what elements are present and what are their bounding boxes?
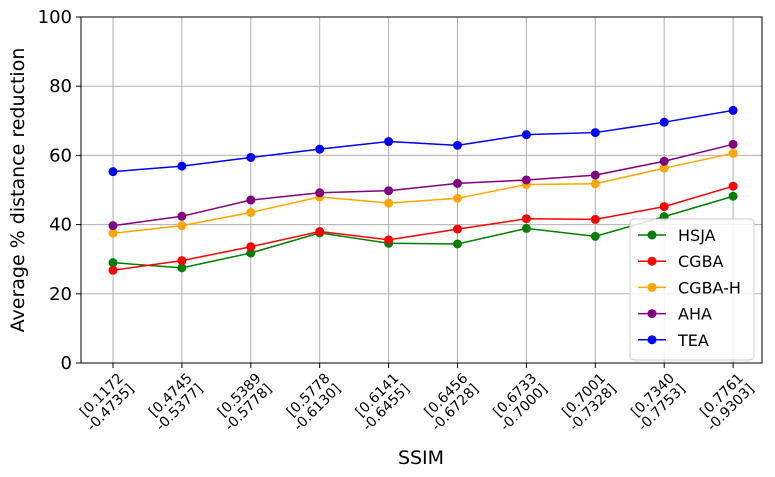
data-point [177,263,187,273]
data-point [590,170,600,180]
data-point [590,128,600,138]
x-axis: [0.1172-0.4735] [0.4745-0.5377] [0.5389-0.… [73,363,758,435]
data-point [177,161,187,171]
data-point [521,223,531,233]
x-tick-label: [0.4745-0.5377] [142,371,206,435]
x-tick-label: [0.7001-0.7328] [556,371,620,435]
data-point [108,265,118,275]
data-point [590,214,600,224]
data-point [453,224,462,234]
legend-item-cgba: CGBA [638,252,724,271]
x-axis-label: SSIM [398,447,444,469]
legend-label: HSJA [678,226,716,245]
data-point [521,214,531,224]
y-tick-label: 20 [49,284,72,305]
legend-label: AHA [678,305,712,324]
data-point [384,137,394,147]
legend-item-hsja: HSJA [638,226,716,245]
data-point [315,227,325,237]
series-layer [108,105,738,275]
data-point [521,130,531,140]
y-tick-label: 40 [49,215,72,236]
plot-frame [80,16,763,364]
legend-marker [647,230,657,240]
data-point [453,239,462,249]
legend-box [629,218,755,361]
legend-marker [647,282,657,292]
legend-marker [647,256,657,266]
data-point [384,198,394,208]
data-point [246,242,256,252]
data-point [315,144,325,154]
data-point [659,117,669,127]
legend: HSJA CGBA CGBA-H AHA TEA [629,218,755,361]
x-tick-label: [0.5389-0.5778] [211,371,275,435]
series-tea [108,105,738,177]
x-tick-label: [0.6733-0.7000] [487,371,551,435]
x-tick-label: [0.6141-0.6455] [349,371,413,435]
x-tick-label: [0.6456-0.6728] [418,370,482,434]
data-point [177,256,187,266]
x-tick-label: [0.5778-0.6130] [280,371,344,435]
data-point [453,140,462,150]
series-line [112,143,734,227]
data-point [590,231,600,241]
series-line [112,185,734,272]
series-aha [108,139,738,231]
data-point [659,202,669,212]
data-point [659,163,669,173]
legend-item-tea: TEA [638,331,709,350]
data-point [728,191,738,201]
series-line [112,152,734,234]
y-axis: 0 20 40 60 80 100 [38,7,81,374]
data-point [521,175,531,185]
data-point [246,195,256,205]
y-tick-label: 100 [38,7,72,28]
legend-item-cgba-h: CGBA-H [638,278,741,297]
data-point [384,235,394,245]
y-tick-label: 80 [49,76,72,97]
data-point [728,105,738,115]
legend-label: TEA [677,331,709,350]
data-point [453,193,462,203]
data-point [384,186,394,196]
legend-marker [647,309,657,319]
data-point [246,248,256,258]
x-tick-label: [0.1172-0.4735] [73,371,137,435]
data-point [590,179,600,189]
x-tick-label: [0.7761-0.9303] [694,371,758,435]
data-point [108,258,118,268]
data-point [246,207,256,217]
data-point [728,139,738,149]
data-point [246,152,256,162]
data-point [315,188,325,198]
x-tick-label: [0.7340-0.7753] [625,371,689,435]
y-tick-label: 0 [61,353,72,374]
legend-label: CGBA [678,252,724,271]
data-point [453,178,462,188]
data-point [108,221,118,231]
data-point [728,148,738,158]
legend-marker [647,335,657,345]
legend-item-aha: AHA [638,305,712,324]
data-point [108,167,118,177]
data-point [659,156,669,166]
y-axis-label: Average % distance reduction [7,48,29,333]
legend-label: CGBA-H [678,278,741,297]
series-line [112,109,734,173]
series-cgba [108,181,738,275]
data-point [108,228,118,238]
data-point [728,181,738,191]
data-point [177,211,187,221]
y-tick-label: 60 [49,145,72,166]
data-point [177,221,187,231]
